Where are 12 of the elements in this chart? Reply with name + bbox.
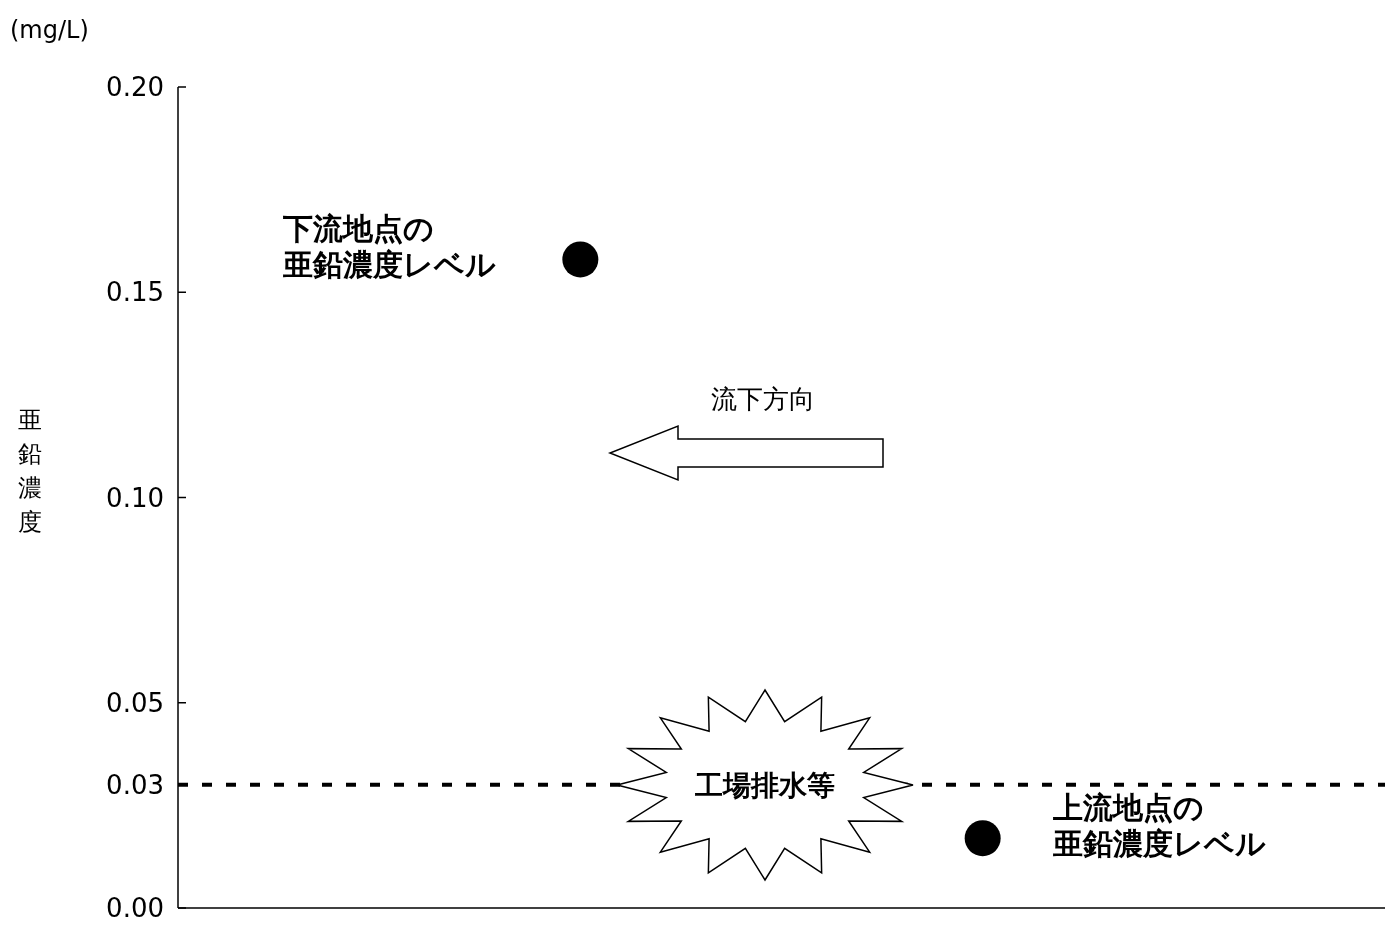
y-tick-label: 0.10: [106, 482, 164, 513]
annotation: 上流地点の亜鉛濃度レベル: [1051, 790, 1266, 862]
y-tick-label: 0.15: [106, 277, 164, 308]
y-tick-label: 0.05: [106, 687, 164, 718]
annotation: 流下方向: [711, 384, 815, 414]
text: (mg/L): [10, 16, 89, 44]
annotation: 下流地点の亜鉛濃度レベル: [282, 211, 497, 283]
y-axis-title: 亜鉛濃度: [18, 405, 42, 536]
y-tick-label: 0.03: [106, 769, 164, 800]
y-tick-label: 0.20: [106, 72, 164, 103]
annotation: 工場排水等: [694, 768, 835, 802]
y-tick-label: 0.00: [106, 893, 164, 924]
